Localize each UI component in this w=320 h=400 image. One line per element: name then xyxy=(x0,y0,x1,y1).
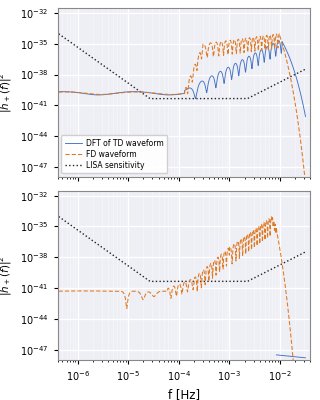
Y-axis label: $|\tilde{h}_+(f)|^2$: $|\tilde{h}_+(f)|^2$ xyxy=(0,255,14,296)
FD waveform xyxy=(207,44,211,49)
LISA sensitivity xyxy=(297,70,300,75)
Legend: DFT of TD waveform, FD waveform, LISA sensitivity: DFT of TD waveform, FD waveform, LISA se… xyxy=(61,135,167,174)
DFT of TD waveform xyxy=(93,92,97,97)
LISA sensitivity xyxy=(170,96,174,101)
LISA sensitivity xyxy=(57,31,60,36)
DFT of TD waveform xyxy=(277,38,281,43)
Line: LISA sensitivity: LISA sensitivity xyxy=(59,34,306,99)
X-axis label: f [Hz]: f [Hz] xyxy=(168,388,200,400)
FD waveform xyxy=(183,87,187,92)
FD waveform xyxy=(93,92,97,97)
LISA sensitivity xyxy=(296,70,300,75)
FD waveform xyxy=(304,181,308,186)
FD waveform xyxy=(121,90,124,95)
LISA sensitivity xyxy=(304,67,308,72)
DFT of TD waveform xyxy=(183,88,187,92)
FD waveform xyxy=(277,31,281,36)
FD waveform xyxy=(70,90,74,94)
DFT of TD waveform xyxy=(207,79,211,84)
DFT of TD waveform xyxy=(57,89,60,94)
DFT of TD waveform xyxy=(304,114,308,119)
FD waveform xyxy=(57,90,60,94)
DFT of TD waveform xyxy=(70,90,74,94)
FD waveform xyxy=(187,82,190,87)
LISA sensitivity xyxy=(148,96,152,101)
DFT of TD waveform xyxy=(121,90,124,95)
LISA sensitivity xyxy=(69,40,73,45)
Line: DFT of TD waveform: DFT of TD waveform xyxy=(59,40,306,116)
Y-axis label: $|\tilde{h}_+(f)|^2$: $|\tilde{h}_+(f)|^2$ xyxy=(0,72,14,113)
Line: FD waveform: FD waveform xyxy=(59,34,306,184)
LISA sensitivity xyxy=(251,93,255,98)
LISA sensitivity xyxy=(177,96,181,101)
DFT of TD waveform xyxy=(187,86,190,90)
